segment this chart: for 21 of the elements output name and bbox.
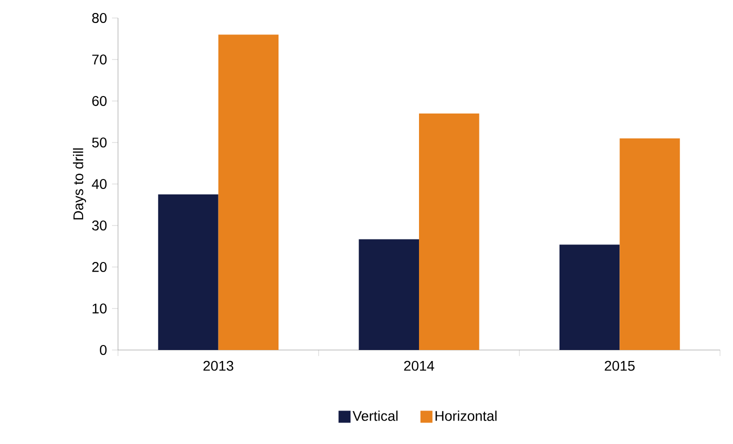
bar	[620, 138, 680, 350]
legend-label: Vertical	[352, 410, 398, 421]
y-tick-label: 10	[92, 304, 107, 314]
y-tick-label: 0	[100, 345, 107, 355]
x-tick-label: 2014	[404, 360, 434, 371]
legend-label: Horizontal	[436, 410, 497, 421]
bar	[358, 239, 420, 350]
x-tick-label: 2015	[604, 360, 635, 371]
y-tick-label: 30	[92, 220, 107, 230]
y-tick-label: 70	[92, 54, 107, 64]
y-tick-label: 40	[92, 179, 107, 189]
y-tick-label: 20	[92, 262, 107, 272]
bar	[559, 244, 620, 350]
bar	[158, 194, 218, 350]
y-axis-title: Days to drill	[72, 148, 86, 220]
y-tick-label: 80	[92, 13, 107, 23]
x-tick-label: 2013	[203, 360, 234, 371]
bar	[419, 113, 480, 350]
y-tick-label: 60	[92, 96, 107, 106]
y-tick-label: 50	[92, 138, 107, 148]
bar	[218, 34, 279, 350]
